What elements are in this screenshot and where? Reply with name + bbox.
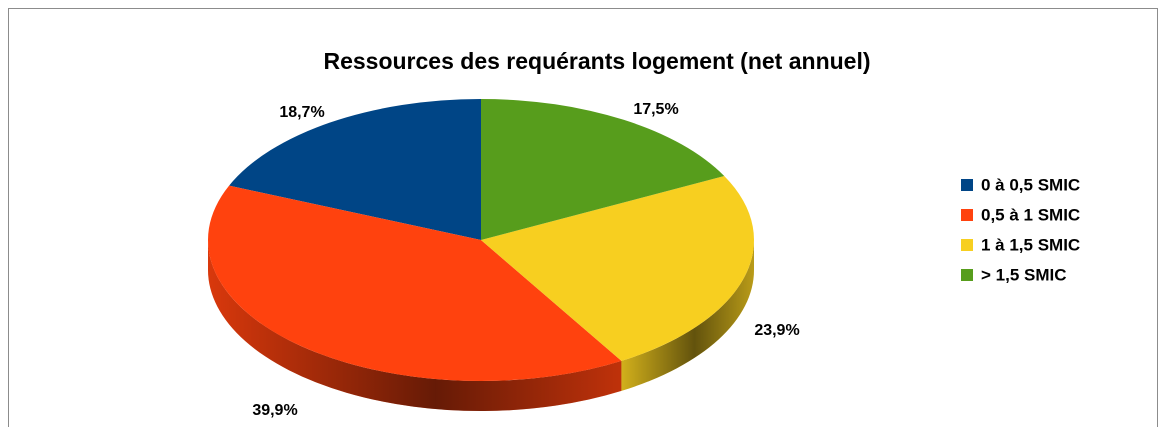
- legend-swatch: [961, 239, 973, 251]
- legend-label: 0,5 à 1 SMIC: [981, 205, 1080, 224]
- pie-side-shade: [207, 240, 622, 411]
- legend-label: 1 à 1,5 SMIC: [981, 235, 1080, 254]
- legend-label: > 1,5 SMIC: [981, 265, 1067, 284]
- pie-side-shade: [621, 240, 754, 391]
- legend-swatch: [961, 179, 973, 191]
- legend-swatch: [961, 269, 973, 281]
- chart-title: Ressources des requérants logement (net …: [323, 48, 870, 74]
- pie-slice: [481, 175, 754, 361]
- legend-label: 0 à 0,5 SMIC: [981, 175, 1080, 194]
- legend-swatch: [961, 209, 973, 221]
- data-label: 23,9%: [754, 322, 799, 339]
- pie-slice: [229, 99, 481, 240]
- pie-slice: [481, 99, 725, 240]
- data-label: 39,9%: [252, 402, 297, 419]
- pie: 18,7% 39,9% 23,9% 17,5%: [207, 99, 800, 419]
- data-label: 17,5%: [633, 101, 678, 118]
- data-label: 18,7%: [279, 104, 324, 121]
- pie-slice: [207, 185, 622, 381]
- legend: 0 à 0,5 SMIC 0,5 à 1 SMIC 1 à 1,5 SMIC > 1,…: [961, 175, 1080, 284]
